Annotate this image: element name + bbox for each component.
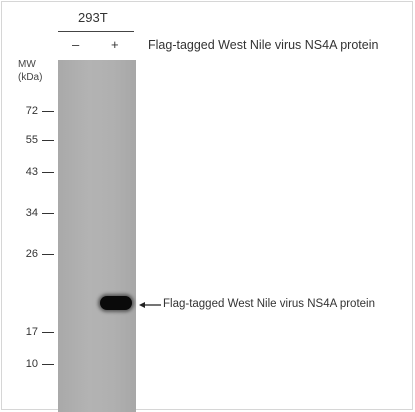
marker-10-label: 10 <box>25 358 38 370</box>
blot-membrane <box>58 60 136 412</box>
marker-55: 55 <box>20 134 60 146</box>
lane-minus-label: – <box>72 37 80 52</box>
mw-label-line2: (kDa) <box>18 72 43 83</box>
marker-17: 17 <box>20 326 60 338</box>
marker-72-tick <box>42 111 54 112</box>
marker-55-label: 55 <box>25 134 38 146</box>
mw-label: MW (kDa) <box>18 58 42 84</box>
arrow-left-icon <box>139 302 161 308</box>
marker-10: 10 <box>20 358 60 370</box>
mw-label-line1: MW <box>18 59 36 70</box>
marker-72-label: 72 <box>25 105 38 117</box>
band-label: Flag-tagged West Nile virus NS4A protein <box>163 298 375 310</box>
treatment-label: Flag-tagged West Nile virus NS4A protein <box>148 38 379 52</box>
marker-43-tick <box>42 172 54 173</box>
marker-26-tick <box>42 254 54 255</box>
marker-10-tick <box>42 364 54 365</box>
marker-43-label: 43 <box>25 166 38 178</box>
lane-plus-label: + <box>111 37 119 52</box>
cell-line-label: 293T <box>78 10 108 25</box>
marker-26-label: 26 <box>25 248 38 260</box>
cell-line-underline <box>58 31 134 32</box>
marker-26: 26 <box>20 248 60 260</box>
marker-55-tick <box>42 140 54 141</box>
marker-34-tick <box>42 213 54 214</box>
marker-17-tick <box>42 332 54 333</box>
protein-band <box>100 296 132 310</box>
marker-43: 43 <box>20 166 60 178</box>
marker-34: 34 <box>20 207 60 219</box>
marker-17-label: 17 <box>25 326 38 338</box>
marker-34-label: 34 <box>25 207 38 219</box>
marker-72: 72 <box>20 105 60 117</box>
